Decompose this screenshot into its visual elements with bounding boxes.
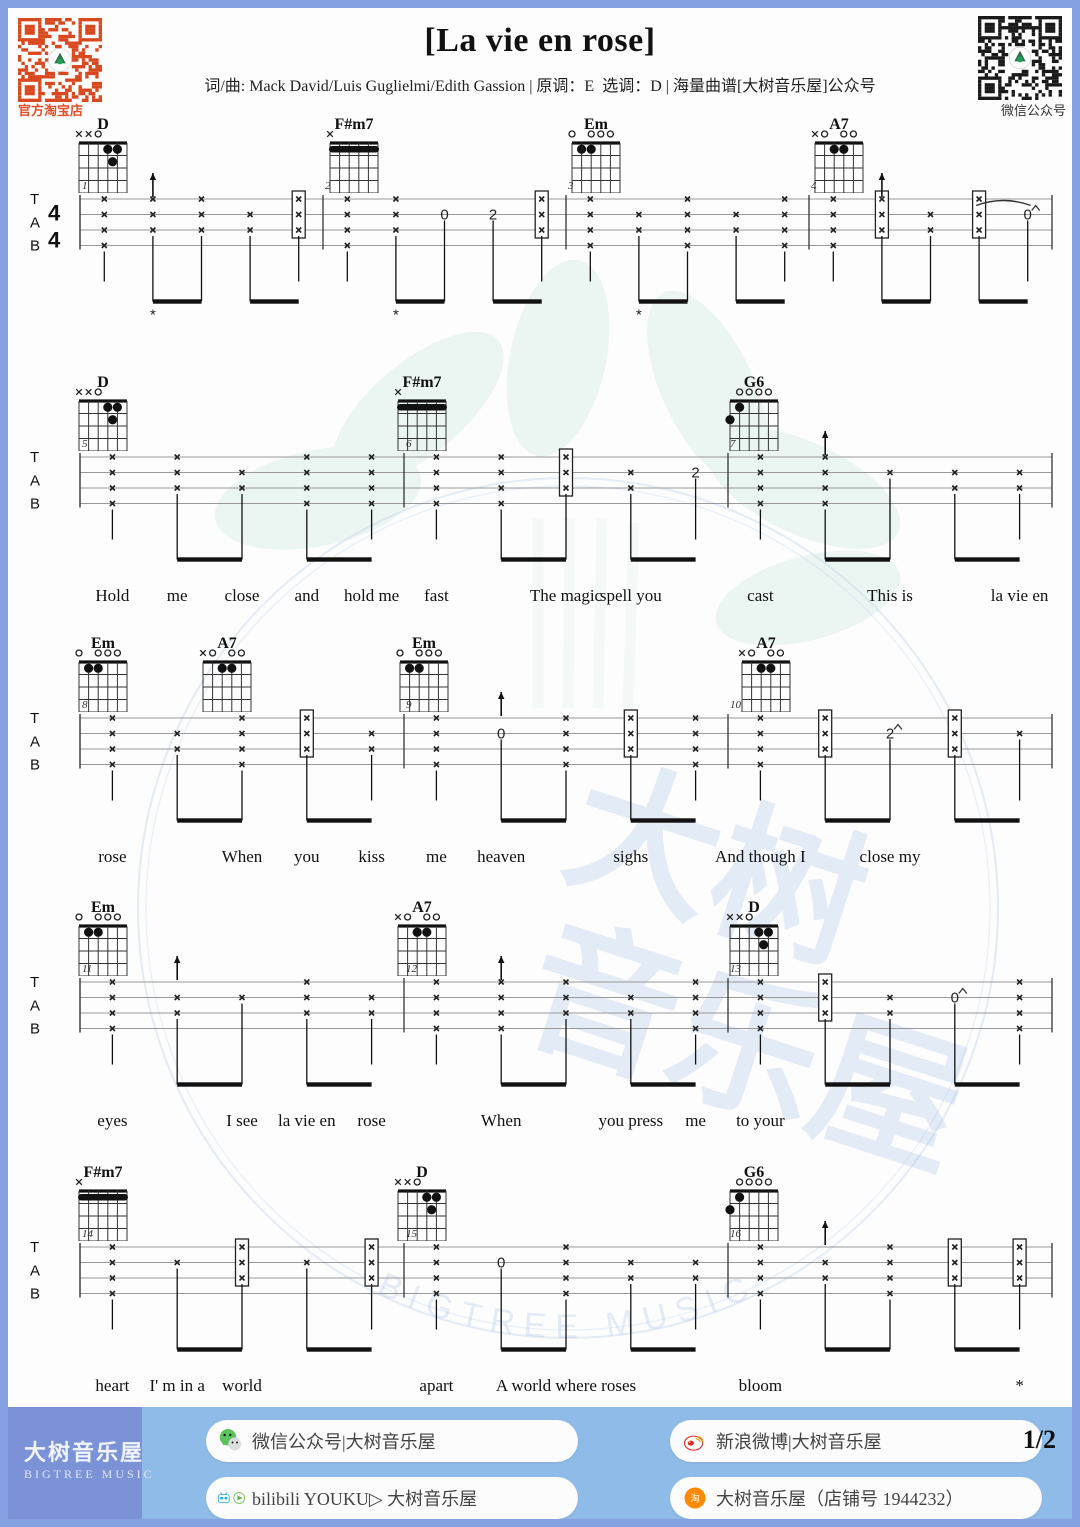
svg-text:3: 3 <box>567 180 574 192</box>
svg-text:B: B <box>30 1286 40 1303</box>
svg-text:8: 8 <box>82 699 88 711</box>
svg-text:2: 2 <box>325 180 331 192</box>
svg-text:B: B <box>30 238 40 255</box>
svg-text:A: A <box>30 472 40 489</box>
svg-text:11: 11 <box>82 963 92 975</box>
svg-text:*: * <box>150 307 156 324</box>
svg-text:4: 4 <box>811 180 817 192</box>
svg-text:A: A <box>30 214 40 231</box>
svg-text:*: * <box>393 307 399 324</box>
svg-text:淘: 淘 <box>690 1493 699 1504</box>
svg-text:13: 13 <box>730 963 742 975</box>
svg-text:T: T <box>30 449 39 466</box>
svg-text:12: 12 <box>406 963 418 975</box>
svg-text:T: T <box>30 191 39 208</box>
svg-text:A: A <box>30 997 40 1014</box>
svg-text:9: 9 <box>406 699 412 711</box>
svg-text:4: 4 <box>48 228 61 253</box>
svg-text:A: A <box>30 733 40 750</box>
svg-text:T: T <box>30 710 39 727</box>
svg-text:B: B <box>30 496 40 513</box>
svg-text:14: 14 <box>82 1228 94 1240</box>
svg-text:B: B <box>30 757 40 774</box>
svg-text:T: T <box>30 974 39 991</box>
svg-text:6: 6 <box>406 438 412 450</box>
svg-text:7: 7 <box>730 438 736 450</box>
svg-text:*: * <box>636 307 642 324</box>
svg-text:4: 4 <box>48 201 61 226</box>
svg-text:1: 1 <box>82 180 88 192</box>
svg-text:T: T <box>30 1239 39 1256</box>
svg-text:5: 5 <box>82 438 88 450</box>
svg-text:A: A <box>30 1262 40 1279</box>
svg-text:16: 16 <box>730 1228 742 1240</box>
svg-text:10: 10 <box>730 699 742 711</box>
svg-text:15: 15 <box>406 1228 418 1240</box>
svg-text:B: B <box>30 1021 40 1038</box>
